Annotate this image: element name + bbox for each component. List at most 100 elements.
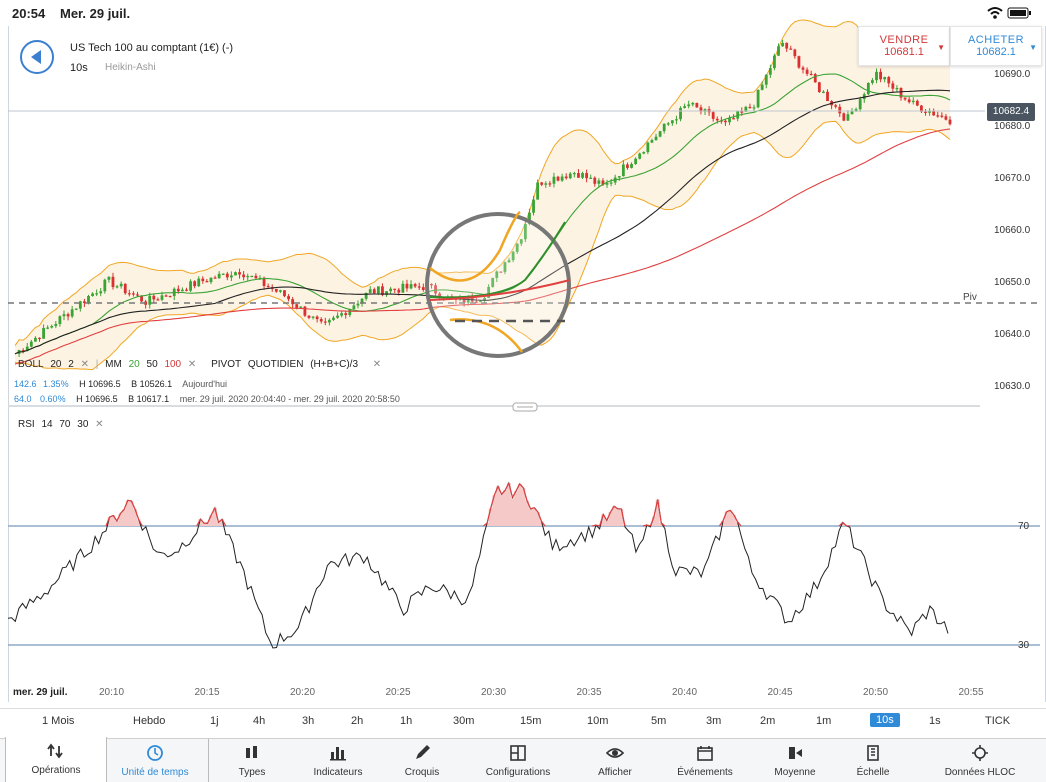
timeframe-5m[interactable]: 5m — [651, 715, 667, 727]
candle — [21, 350, 25, 352]
candle — [401, 283, 405, 293]
candle — [728, 118, 731, 123]
toolbar-eye[interactable]: Afficher — [565, 739, 665, 782]
toolbar-clock[interactable]: Unité de temps — [105, 739, 205, 782]
timeframe-1-mois[interactable]: 1 Mois — [42, 715, 75, 727]
timeframe-2h[interactable]: 2h — [351, 715, 364, 727]
back-button[interactable] — [20, 40, 54, 74]
price-axis-label: 10630.0 — [994, 381, 1031, 392]
timeframe-1j[interactable]: 1j — [210, 715, 219, 727]
timeframe-hebdo[interactable]: Hebdo — [133, 715, 166, 727]
buy-button[interactable]: ACHETER 10682.1 ▼ — [950, 26, 1042, 66]
legend-mm: MM — [105, 359, 122, 370]
timeframe-2m[interactable]: 2m — [760, 715, 776, 727]
sell-label: VENDRE — [879, 34, 929, 46]
candle — [781, 42, 784, 47]
candle — [744, 106, 748, 112]
candle — [883, 77, 887, 80]
close-icon[interactable]: ✕ — [372, 359, 382, 370]
toolbar-scale[interactable]: Échelle — [823, 739, 923, 782]
toolbar-pencil[interactable]: Croquis — [372, 739, 472, 782]
stat-low: B 10526.1 — [131, 379, 173, 389]
candle — [372, 289, 376, 294]
candle — [560, 176, 564, 181]
timeframe-1s[interactable]: 1s — [929, 715, 941, 727]
time-axis-tick: 20:10 — [99, 687, 124, 698]
close-icon[interactable]: ✕ — [80, 359, 89, 370]
candle — [928, 111, 931, 113]
candle — [136, 294, 139, 296]
sell-button[interactable]: VENDRE 10681.1 ▼ — [858, 26, 950, 66]
candle — [115, 286, 119, 288]
candle — [132, 293, 135, 295]
candle — [797, 56, 801, 68]
toolbar-candles[interactable]: Types — [202, 739, 302, 782]
candle — [483, 297, 486, 301]
legend-boll: BOLL — [18, 359, 44, 370]
pivot-label: Piv — [963, 292, 977, 303]
candle — [99, 291, 103, 294]
toolbar-crosshair[interactable]: Données HLOC — [930, 739, 1030, 782]
candle — [834, 105, 838, 107]
candle — [319, 319, 323, 322]
indicator-legend[interactable]: BOLL 20 2 ✕ | MM 20 50 100 ✕ PIVOT QUOTI… — [18, 359, 382, 370]
magnifier-lens[interactable] — [425, 210, 571, 358]
timeframe-30m[interactable]: 30m — [453, 715, 475, 727]
close-icon[interactable]: ✕ — [95, 419, 104, 430]
toolbar-divider — [208, 739, 209, 782]
candle — [393, 288, 397, 290]
toolbar-arrows-updown[interactable]: Opérations — [5, 737, 107, 782]
toolbar-bar-chart[interactable]: Indicateurs — [288, 739, 388, 782]
instrument-interval[interactable]: 10s — [70, 62, 88, 74]
timeframe-3h[interactable]: 3h — [302, 715, 315, 727]
candle — [760, 84, 764, 90]
timeframe-4h[interactable]: 4h — [253, 715, 266, 727]
candle — [756, 89, 760, 108]
candle — [344, 313, 348, 315]
toolbar-layout[interactable]: Configurations — [468, 739, 568, 782]
legend-pivot-period: QUOTIDIEN — [247, 359, 304, 370]
candle — [670, 120, 674, 124]
candle — [699, 107, 703, 112]
stat-period: Aujourd'hui — [182, 379, 227, 389]
candle — [752, 107, 756, 109]
timeframe-3m[interactable]: 3m — [706, 715, 722, 727]
timeframe-tick[interactable]: TICK — [985, 715, 1011, 727]
rsi-legend[interactable]: RSI 14 70 30 ✕ — [18, 419, 108, 430]
timeframe-10m[interactable]: 10m — [587, 715, 609, 727]
timeframe-1m[interactable]: 1m — [816, 715, 832, 727]
candle — [311, 316, 315, 318]
toolbar-average[interactable]: Moyenne — [745, 739, 845, 782]
candle — [201, 278, 205, 282]
candle — [785, 42, 789, 49]
candle — [626, 164, 629, 168]
candle — [577, 173, 580, 178]
current-price-tag: 10682.4 — [987, 103, 1035, 121]
ma-20-line — [14, 73, 951, 355]
candle — [189, 281, 192, 291]
toolbar-calendar[interactable]: Événements — [655, 739, 755, 782]
toolbar-label: Événements — [677, 767, 733, 778]
candle — [715, 118, 719, 121]
timeframe-1h[interactable]: 1h — [400, 715, 413, 727]
candle — [291, 299, 295, 305]
legend-rsi-p3: 30 — [77, 419, 89, 430]
candle — [474, 301, 478, 303]
chart-type[interactable]: Heikin-Ashi — [105, 62, 156, 73]
candle — [421, 287, 425, 290]
timeframe-15m[interactable]: 15m — [520, 715, 542, 727]
timeframe-bar: 1 Mois Hebdo 1j 4h 3h 2h 1h 30m 15m 10m 5m 3m 2m 1m 10… — [0, 708, 1046, 735]
candle — [773, 55, 776, 69]
candle — [826, 91, 829, 102]
ma-50-line — [14, 89, 951, 355]
candle — [295, 304, 299, 308]
close-icon[interactable]: ✕ — [187, 359, 197, 370]
candle — [777, 46, 780, 56]
candle — [376, 286, 380, 294]
timeframe-10s[interactable]: 10s — [870, 713, 900, 727]
stat-period: mer. 29 juil. 2020 20:04:40 - mer. 29 ju… — [179, 394, 400, 404]
candle — [348, 309, 352, 315]
time-axis-tick: 20:45 — [768, 687, 793, 698]
candle — [397, 289, 401, 293]
